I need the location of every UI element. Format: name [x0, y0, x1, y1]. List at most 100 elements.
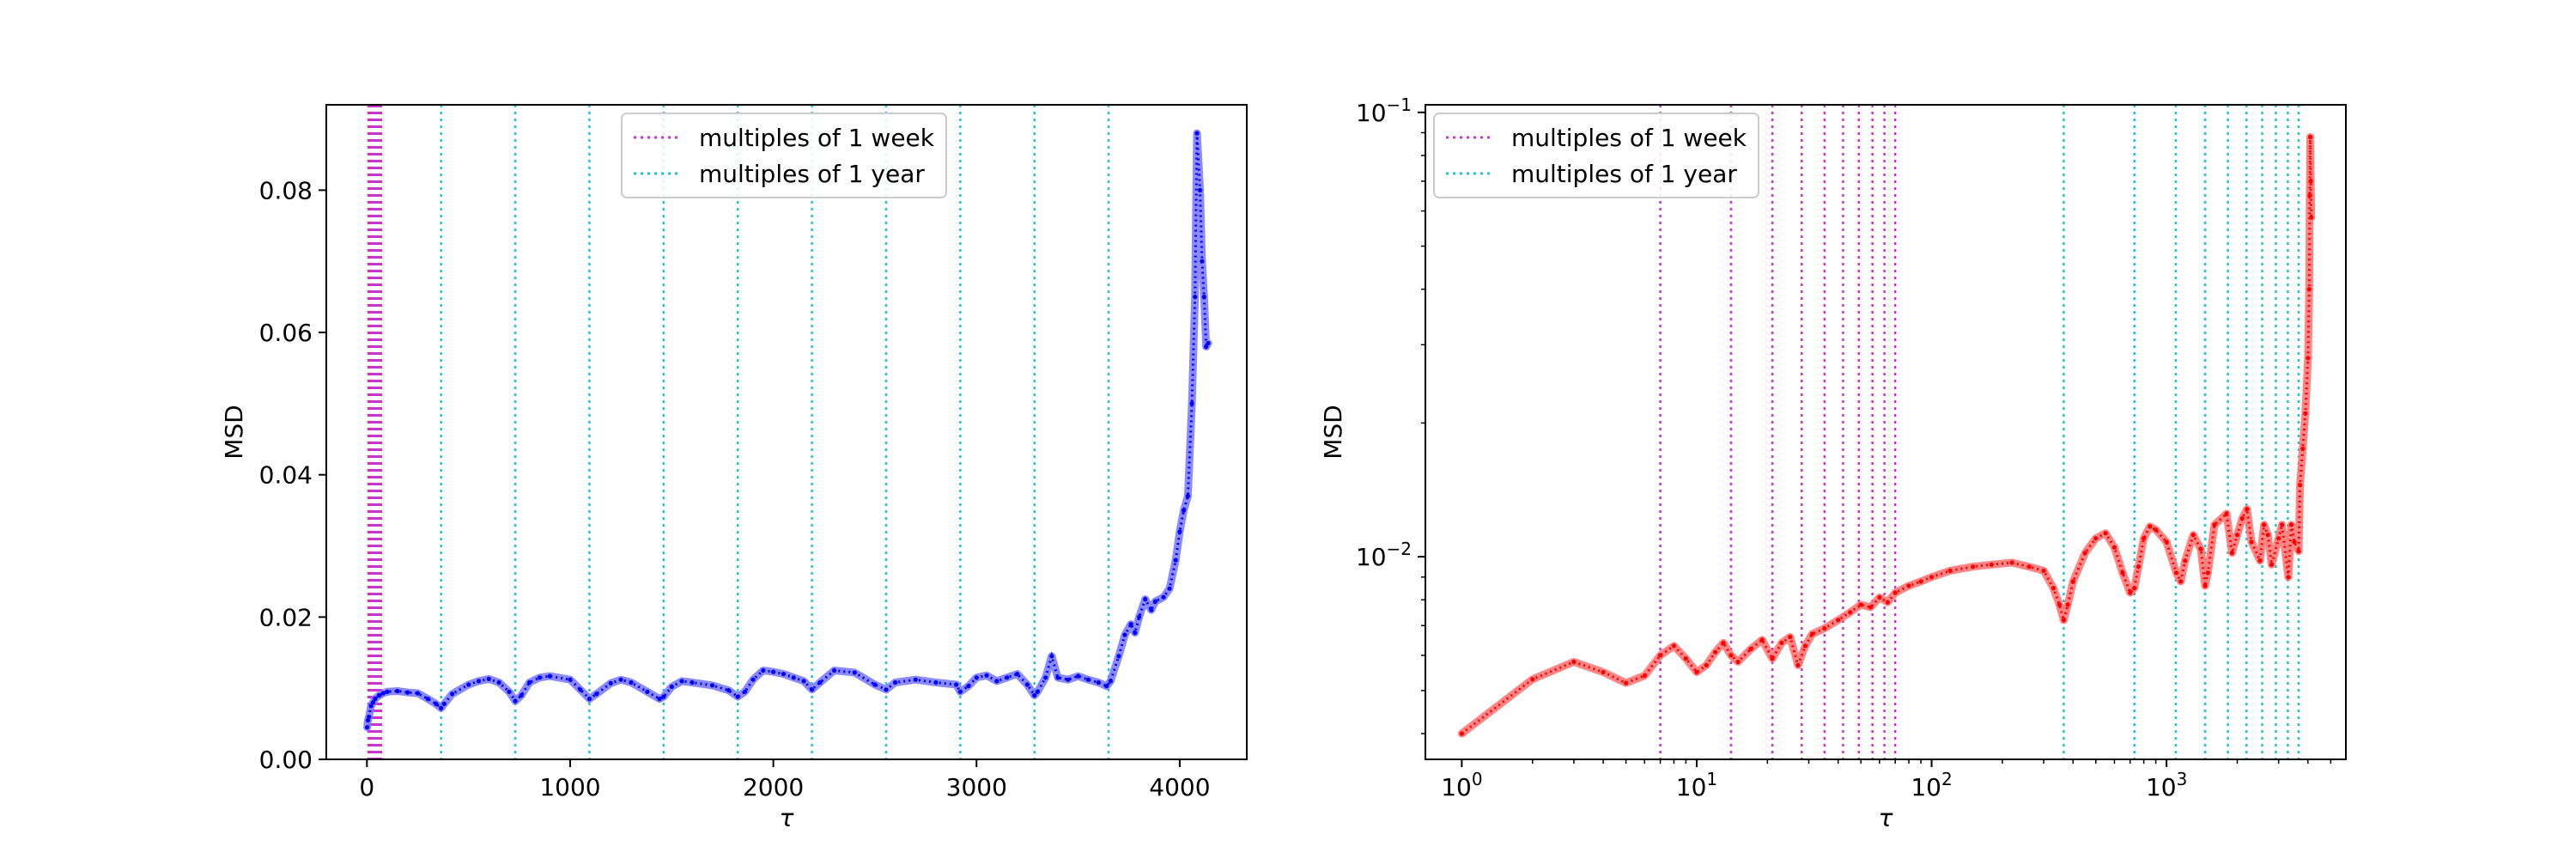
data-point — [761, 668, 765, 673]
data-point — [594, 691, 598, 696]
loglog-msd-chart: 100 101 102 103 10−2 10−1 τ MSD multiples of… — [1319, 94, 2346, 832]
data-point — [381, 691, 386, 695]
legend: multiples of 1 week multiples of 1 year — [622, 113, 946, 198]
data-point — [1788, 635, 1792, 639]
plot-area — [1425, 105, 2346, 759]
data-point — [1530, 677, 1534, 681]
data-point — [2128, 590, 2132, 594]
data-point — [1086, 678, 1091, 682]
data-point — [1109, 679, 1113, 683]
data-point — [609, 681, 613, 685]
x-tick-label: 3000 — [946, 773, 1007, 801]
data-point — [1893, 590, 1898, 594]
data-point — [1906, 583, 1911, 588]
data-point — [2307, 287, 2312, 291]
data-point — [1005, 675, 1009, 679]
data-point — [2120, 570, 2124, 575]
data-point — [792, 675, 796, 679]
data-point — [2292, 539, 2296, 544]
data-point — [726, 688, 731, 692]
x-tick-label: 2000 — [743, 773, 804, 801]
data-point — [1066, 678, 1070, 682]
data-point — [966, 684, 970, 688]
data-point — [395, 689, 399, 693]
data-point — [527, 680, 532, 685]
data-point — [1722, 641, 1726, 645]
data-point — [781, 672, 786, 676]
data-point — [513, 699, 518, 704]
y-axis-ticks: 0.00 0.02 0.04 0.06 0.08 — [259, 176, 326, 774]
data-point — [1104, 684, 1109, 688]
data-point — [2136, 564, 2141, 569]
x-tick-label: 102 — [1911, 769, 1952, 801]
data-point — [1795, 663, 1800, 667]
data-point — [832, 668, 836, 673]
legend-week-label: multiples of 1 week — [1511, 124, 1747, 152]
data-point — [2280, 522, 2284, 527]
data-point — [497, 680, 501, 685]
data-point — [568, 678, 572, 682]
data-point — [1153, 600, 1157, 604]
data-point — [1643, 673, 1647, 678]
data-point — [629, 680, 633, 685]
data-point — [2307, 193, 2312, 198]
data-point — [2286, 575, 2290, 579]
data-point — [2300, 447, 2305, 451]
data-point — [1948, 569, 1953, 573]
data-point — [2309, 216, 2313, 220]
data-point — [2224, 511, 2228, 515]
data-point — [2057, 602, 2062, 606]
data-point — [2010, 560, 2014, 564]
y-axis-ticks: 10−2 10−1 — [1356, 94, 1425, 734]
data-point — [893, 680, 897, 685]
data-point — [690, 680, 694, 685]
data-point — [2178, 579, 2183, 583]
x-axis-ticks: 100 101 102 103 — [1441, 759, 2330, 801]
data-point — [933, 680, 938, 685]
data-point — [2212, 522, 2216, 527]
data-point — [1200, 259, 1204, 264]
data-point — [2250, 539, 2254, 544]
data-point — [1779, 641, 1783, 645]
data-point — [2309, 179, 2313, 183]
data-point — [2240, 516, 2245, 521]
data-point — [2276, 536, 2281, 540]
data-point — [1877, 595, 1881, 600]
data-point — [1049, 654, 1054, 658]
data-point — [2027, 564, 2032, 569]
data-point — [405, 691, 410, 695]
data-point — [1672, 643, 1676, 648]
data-point — [578, 687, 582, 691]
data-point — [1859, 602, 1863, 606]
data-point — [1810, 632, 1814, 637]
data-point — [710, 683, 714, 687]
data-point — [2269, 563, 2274, 567]
y-tick-label: 0.02 — [259, 603, 313, 631]
data-point — [1886, 600, 1890, 605]
data-point — [1918, 579, 1923, 583]
legend-year-label: multiples of 1 year — [699, 160, 925, 188]
data-point — [2262, 522, 2266, 527]
data-point — [1728, 653, 1733, 657]
data-point — [1704, 663, 1709, 667]
data-point — [1771, 656, 1775, 661]
data-point — [1161, 595, 1165, 600]
data-point — [954, 682, 958, 686]
data-point — [2104, 531, 2108, 535]
data-point — [1186, 494, 1190, 498]
data-point — [1990, 563, 1994, 567]
data-point — [810, 687, 814, 691]
x-tick-label: 103 — [2146, 769, 2187, 801]
data-point — [884, 687, 888, 691]
data-point — [434, 702, 438, 706]
data-point — [680, 679, 684, 683]
data-point — [1036, 690, 1040, 694]
data-point — [771, 670, 775, 674]
data-point — [619, 678, 623, 682]
data-point — [1684, 656, 1688, 661]
data-point — [1032, 693, 1036, 698]
data-point — [661, 695, 665, 699]
data-point — [373, 697, 377, 701]
data-point — [2071, 579, 2075, 583]
data-point — [2296, 549, 2300, 553]
